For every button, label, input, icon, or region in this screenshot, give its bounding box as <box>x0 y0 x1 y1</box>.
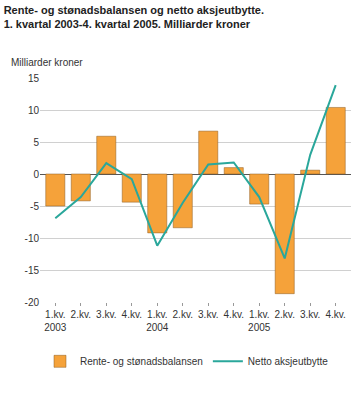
svg-text:4.kv.: 4.kv. <box>224 309 244 320</box>
svg-text:1.kv.2004: 1.kv.2004 <box>146 309 169 333</box>
svg-text:3.kv.: 3.kv. <box>96 309 116 320</box>
svg-text:15: 15 <box>28 73 40 84</box>
svg-text:10: 10 <box>28 105 40 116</box>
svg-text:2.kv.: 2.kv. <box>275 309 295 320</box>
svg-text:0: 0 <box>33 169 39 180</box>
svg-text:1.kv.2003: 1.kv.2003 <box>44 309 67 333</box>
svg-text:-15: -15 <box>25 265 40 276</box>
svg-text:2.kv.: 2.kv. <box>173 309 193 320</box>
svg-text:3.kv.: 3.kv. <box>300 309 320 320</box>
svg-text:3.kv.: 3.kv. <box>198 309 218 320</box>
svg-text:Rente- og stønadsbalansen: Rente- og stønadsbalansen <box>80 356 203 367</box>
svg-text:4.kv.: 4.kv. <box>326 309 346 320</box>
svg-text:Rente- og stønadsbalansen og n: Rente- og stønadsbalansen og netto aksje… <box>4 4 264 30</box>
svg-text:Netto aksjeutbytte: Netto aksjeutbytte <box>248 356 328 367</box>
svg-text:Milliarder kroner: Milliarder kroner <box>11 57 83 68</box>
svg-text:-10: -10 <box>25 233 40 244</box>
svg-text:-5: -5 <box>30 201 39 212</box>
svg-text:5: 5 <box>33 137 39 148</box>
svg-text:1.kv.2005: 1.kv.2005 <box>248 309 271 333</box>
svg-text:-20: -20 <box>25 297 40 308</box>
svg-text:4.kv.: 4.kv. <box>122 309 142 320</box>
svg-text:2.kv.: 2.kv. <box>71 309 91 320</box>
